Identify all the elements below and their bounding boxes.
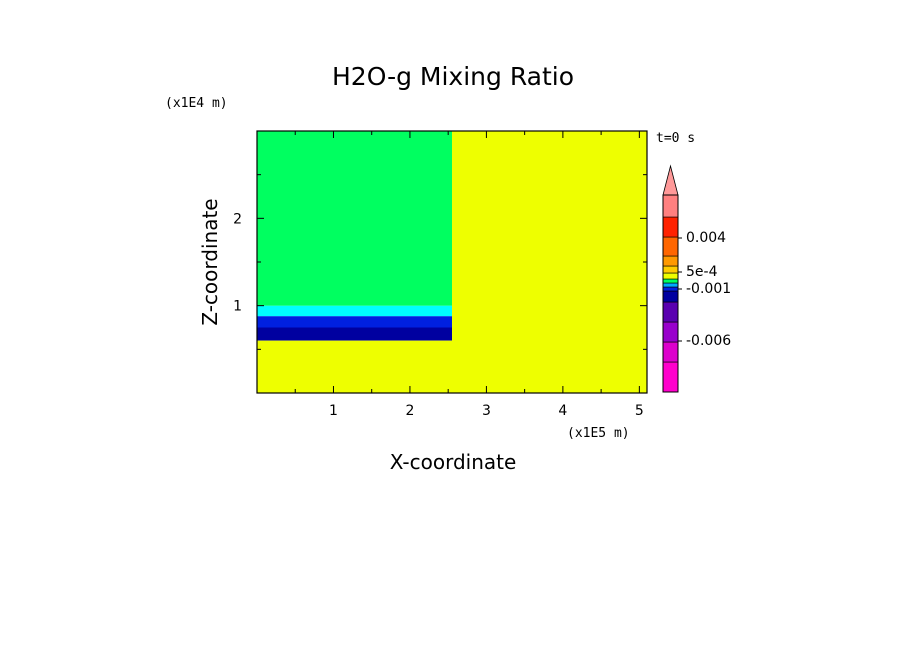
x-tick-label: 3 bbox=[482, 403, 491, 419]
plot-frame bbox=[256, 130, 648, 394]
contour-region bbox=[257, 305, 452, 317]
contour-region bbox=[257, 316, 452, 328]
colorbar-band bbox=[662, 290, 679, 303]
x-tick-label: 5 bbox=[635, 403, 644, 419]
time-label: t=0 s bbox=[656, 131, 695, 146]
colorbar-label: -0.001 bbox=[686, 281, 731, 297]
contour-region bbox=[257, 340, 452, 393]
y-scale-label: (x1E4 m) bbox=[165, 96, 228, 111]
colorbar-band bbox=[662, 265, 679, 274]
colorbar-band bbox=[662, 321, 679, 343]
y-tick-label: 2 bbox=[233, 211, 242, 227]
colorbar-band bbox=[662, 286, 679, 292]
colorbar-band bbox=[662, 301, 679, 323]
colorbar-band bbox=[662, 278, 679, 284]
colorbar-label: -0.006 bbox=[686, 333, 731, 349]
x-axis-label: X-coordinate bbox=[390, 450, 517, 474]
contour-region bbox=[257, 327, 452, 341]
x-scale-label: (x1E5 m) bbox=[567, 426, 630, 441]
x-tick-label: 2 bbox=[405, 403, 414, 419]
y-tick-label: 1 bbox=[233, 299, 242, 315]
chart-title: H2O-g Mixing Ratio bbox=[332, 62, 574, 91]
colorbar-band bbox=[662, 282, 679, 288]
colorbar-band bbox=[662, 236, 679, 257]
contour-region bbox=[257, 131, 452, 306]
colorbar-band bbox=[662, 216, 679, 238]
colorbar-label: 5e-4 bbox=[686, 264, 718, 280]
colorbar-arrow bbox=[662, 164, 679, 196]
colorbar-label: 0.004 bbox=[686, 230, 726, 246]
contour-region bbox=[452, 131, 647, 393]
y-axis-label: Z-coordinate bbox=[198, 198, 222, 325]
colorbar-band bbox=[662, 272, 679, 280]
colorbar-band bbox=[662, 361, 679, 393]
colorbar-frame bbox=[662, 194, 679, 393]
x-tick-label: 1 bbox=[329, 403, 338, 419]
colorbar-band bbox=[662, 194, 679, 218]
colorbar-band bbox=[662, 341, 679, 363]
x-tick-label: 4 bbox=[558, 403, 567, 419]
colorbar-band bbox=[662, 255, 679, 267]
